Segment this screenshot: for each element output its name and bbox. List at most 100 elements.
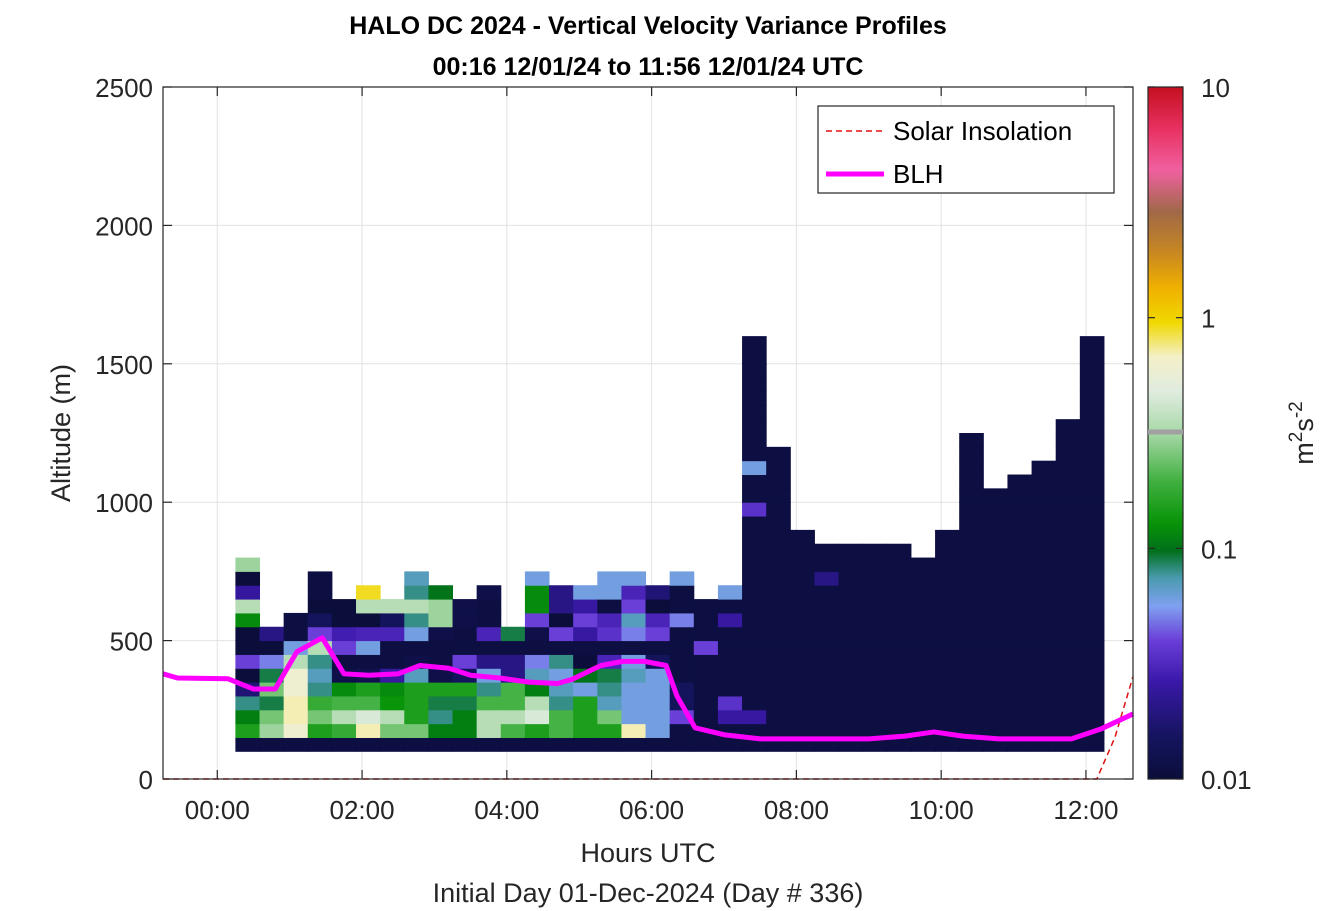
heatmap-cell: [307, 709, 333, 725]
heatmap-cell: [235, 709, 261, 725]
heatmap-cell: [983, 543, 1008, 559]
heatmap-cell: [500, 626, 526, 642]
y-axis-label: Altitude (m): [46, 364, 76, 502]
heatmap-cell: [742, 377, 767, 392]
heatmap-cell: [862, 640, 888, 655]
heatmap-cell: [742, 502, 767, 517]
heatmap-cell: [886, 543, 912, 559]
heatmap-cell: [307, 668, 333, 683]
heatmap-cell: [742, 571, 767, 586]
heatmap-cell: [356, 612, 381, 628]
heatmap-cell: [356, 723, 381, 738]
heatmap-cell: [983, 654, 1008, 669]
x-tick-label: 10:00: [909, 795, 974, 825]
heatmap-cell: [886, 640, 912, 655]
heatmap-cell: [235, 654, 261, 669]
heatmap-cell: [1079, 460, 1105, 476]
heatmap-cell: [1055, 585, 1081, 600]
heatmap-cell: [428, 626, 454, 642]
heatmap-cell: [959, 516, 984, 531]
heatmap-cell: [573, 626, 598, 642]
heatmap-cell: [307, 737, 333, 752]
heatmap-cell: [1007, 543, 1033, 559]
heatmap-cell: [1031, 460, 1057, 476]
heatmap-cell: [766, 640, 791, 655]
heatmap-cell: [862, 723, 888, 738]
heatmap-cell: [814, 695, 840, 711]
heatmap-cell: [910, 557, 936, 572]
heatmap-cell: [573, 640, 598, 655]
heatmap-cell: [331, 612, 357, 628]
heatmap-cell: [621, 723, 647, 738]
y-tick-label: 2000: [95, 211, 153, 241]
heatmap-cell: [645, 682, 671, 697]
heatmap-cell: [766, 571, 791, 586]
heatmap-cell: [814, 599, 840, 614]
heatmap-cell: [717, 640, 743, 655]
heatmap-cell: [766, 516, 791, 531]
heatmap-cell: [935, 695, 960, 711]
heatmap-cell: [621, 612, 647, 628]
heatmap-cell: [404, 682, 429, 697]
heatmap-cell: [573, 612, 598, 628]
heatmap-cell: [910, 682, 936, 697]
heatmap-cell: [621, 695, 647, 711]
heatmap-cell: [838, 543, 864, 559]
heatmap-cell: [500, 737, 526, 752]
heatmap-cell: [742, 488, 767, 503]
heatmap-cell: [790, 682, 815, 697]
heatmap-cell: [959, 668, 984, 683]
heatmap-cell: [524, 723, 550, 738]
y-tick-label: 500: [110, 627, 153, 657]
heatmap-cell: [331, 640, 357, 655]
heatmap-cell: [428, 709, 454, 725]
heatmap-cell: [573, 585, 598, 600]
heatmap-cell: [669, 654, 695, 669]
heatmap-cell: [476, 723, 502, 738]
heatmap-cell: [1007, 599, 1033, 614]
heatmap-cell: [742, 474, 767, 489]
heatmap-cell: [404, 695, 429, 711]
heatmap-cell: [1055, 626, 1081, 642]
heatmap-cell: [235, 571, 261, 586]
heatmap-cell: [862, 668, 888, 683]
heatmap-cell: [669, 585, 695, 600]
heatmap-cell: [1055, 419, 1081, 434]
heatmap-cell: [886, 599, 912, 614]
heatmap-cell: [1031, 668, 1057, 683]
heatmap-cell: [259, 668, 285, 683]
heatmap-cell: [1007, 654, 1033, 669]
heatmap-cell: [766, 585, 791, 600]
heatmap-cell: [283, 612, 309, 628]
heatmap-cell: [983, 516, 1008, 531]
heatmap-cell: [693, 709, 719, 725]
heatmap-cell: [1055, 529, 1081, 545]
heatmap-cell: [307, 626, 333, 642]
heatmap-cell: [838, 585, 864, 600]
svg-text:m2s-2: m2s-2: [1286, 401, 1319, 464]
heatmap-cell: [428, 682, 454, 697]
heatmap-cell: [573, 682, 598, 697]
heatmap-cell: [814, 709, 840, 725]
heatmap-cell: [380, 737, 405, 752]
heatmap-cell: [259, 640, 285, 655]
heatmap-cell: [356, 737, 381, 752]
heatmap-cell: [283, 737, 309, 752]
heatmap-cell: [621, 626, 647, 642]
y-tick-label: 1500: [95, 350, 153, 380]
heatmap-cell: [790, 723, 815, 738]
heatmap-cell: [742, 599, 767, 614]
heatmap-cell: [886, 612, 912, 628]
heatmap-cell: [862, 599, 888, 614]
heatmap-cell: [693, 640, 719, 655]
heatmap-cell: [597, 737, 622, 752]
heatmap-cell: [1055, 654, 1081, 669]
heatmap-cell: [549, 640, 574, 655]
colorbar-label: m2s-2: [1286, 401, 1319, 464]
heatmap-cell: [524, 709, 550, 725]
heatmap-cell: [766, 446, 791, 462]
heatmap-cell: [742, 336, 767, 351]
heatmap-cell: [404, 585, 429, 600]
heatmap-cell: [476, 709, 502, 725]
heatmap-cell: [790, 709, 815, 725]
